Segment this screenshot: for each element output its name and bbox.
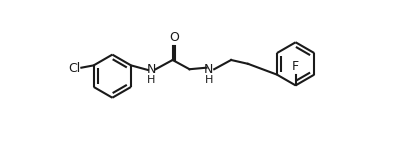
Text: H: H	[147, 75, 155, 85]
Text: N: N	[146, 63, 156, 76]
Text: N: N	[204, 63, 213, 76]
Text: H: H	[205, 75, 213, 85]
Text: Cl: Cl	[68, 62, 80, 75]
Text: F: F	[292, 60, 299, 73]
Text: O: O	[169, 31, 179, 44]
